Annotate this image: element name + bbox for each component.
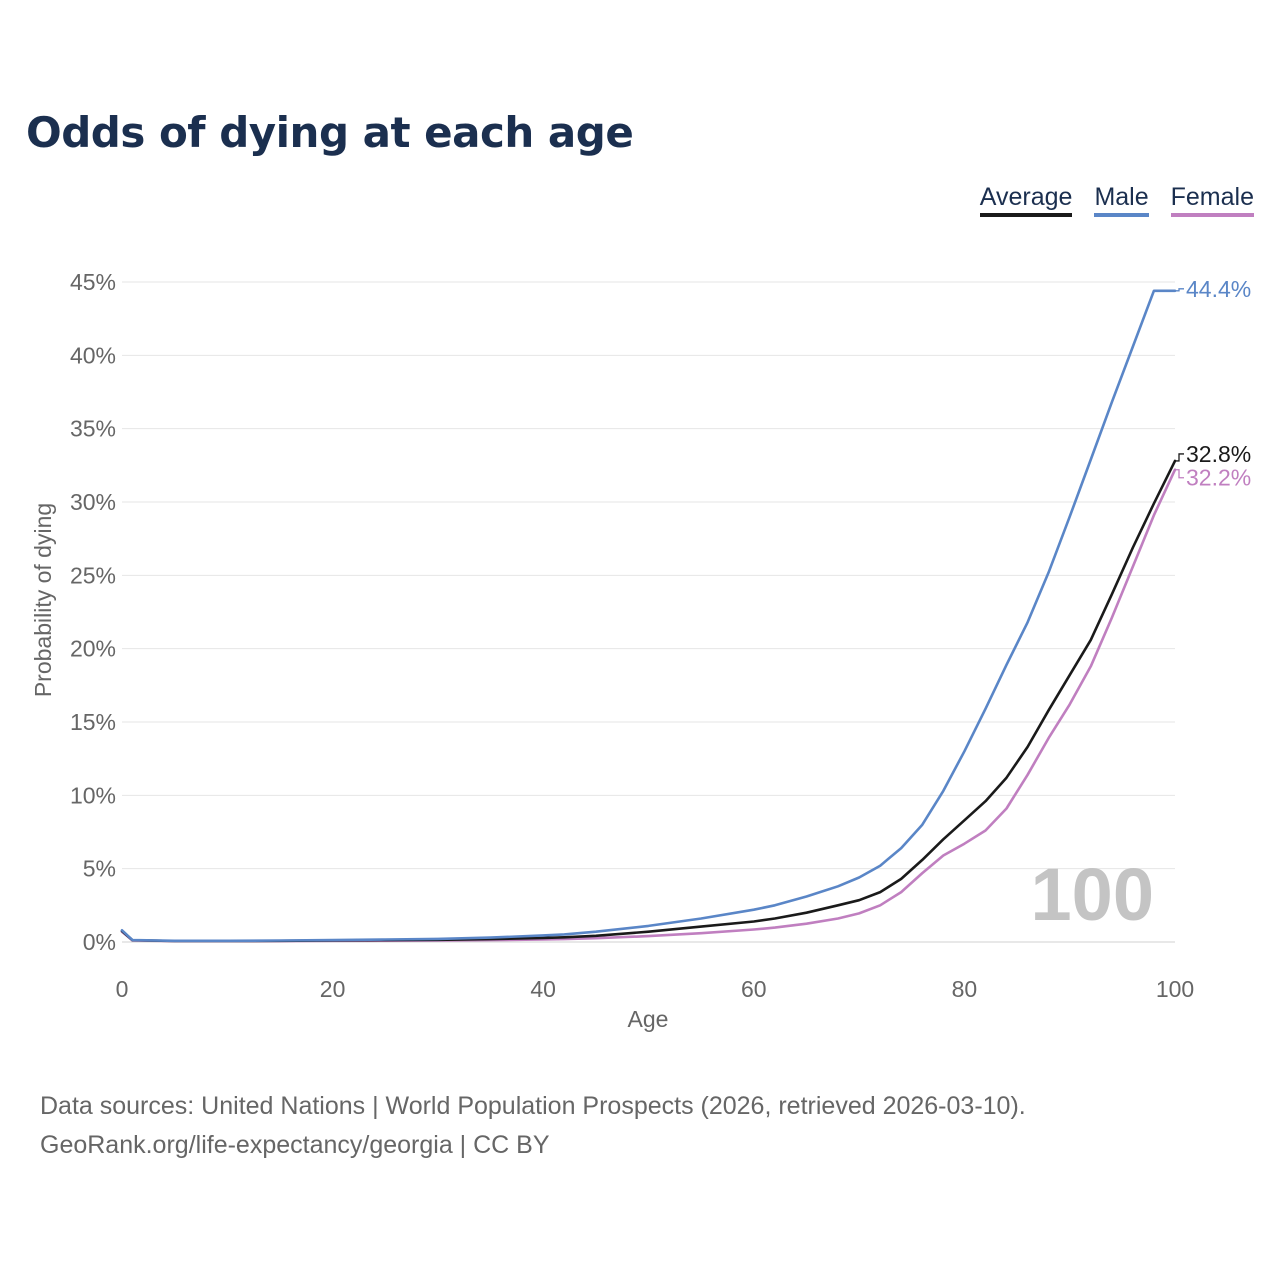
legend-item-average[interactable]: Average (979, 183, 1073, 217)
x-tick-label: 40 (530, 976, 556, 1002)
series (120, 289, 1177, 943)
end-label-female: 32.2% (1186, 465, 1251, 491)
y-tick-label: 5% (83, 856, 116, 882)
legend-item-male[interactable]: Male (1094, 183, 1149, 217)
footer: Data sources: United Nations | World Pop… (40, 1087, 1026, 1165)
series-line-male (120, 289, 1177, 943)
x-tick-label: 20 (320, 976, 346, 1002)
y-tick-label: 40% (70, 342, 116, 368)
x-tick-label: 100 (1156, 976, 1194, 1002)
chart-title: Odds of dying at each age (26, 108, 634, 157)
grid: 0% 5% 10% 15% 20% 25% 30% 35% 40% 45% 0 20 40 60 80 100 (70, 269, 1194, 1002)
y-tick-label: 35% (70, 416, 116, 442)
end-label-male: 44.4% (1186, 276, 1251, 302)
y-tick-label: 0% (83, 929, 116, 955)
legend: Average Male Female (979, 183, 1254, 217)
y-tick-label: 25% (70, 562, 116, 588)
end-label-leader (1175, 469, 1184, 479)
end-label-average: 32.8% (1186, 441, 1251, 467)
y-tick-label: 20% (70, 636, 116, 662)
y-tick-label: 45% (70, 269, 116, 295)
end-label-leader (1175, 288, 1184, 292)
legend-item-female[interactable]: Female (1170, 183, 1254, 217)
end-labels: 32.8% 44.4% 32.2% (1175, 276, 1251, 491)
footer-credit: GeoRank.org/life-expectancy/georgia | CC… (40, 1131, 550, 1159)
y-tick-label: 30% (70, 489, 116, 515)
footer-sources: Data sources: United Nations | World Pop… (40, 1092, 1026, 1120)
x-tick-label: 80 (952, 976, 978, 1002)
x-tick-label: 0 (116, 976, 129, 1002)
x-tick-label: 60 (741, 976, 767, 1002)
x-axis-label: Age (628, 1006, 669, 1032)
y-axis-label: Probability of dying (30, 503, 56, 697)
highlight-age-label: 100 (1031, 853, 1154, 936)
end-label-leader (1175, 453, 1184, 462)
chart-plot: 0% 5% 10% 15% 20% 25% 30% 35% 40% 45% 0 20 40 60 80 100… (30, 269, 1251, 1032)
y-tick-label: 15% (70, 709, 116, 735)
y-tick-label: 10% (70, 782, 116, 808)
series-line-female (120, 468, 1177, 943)
